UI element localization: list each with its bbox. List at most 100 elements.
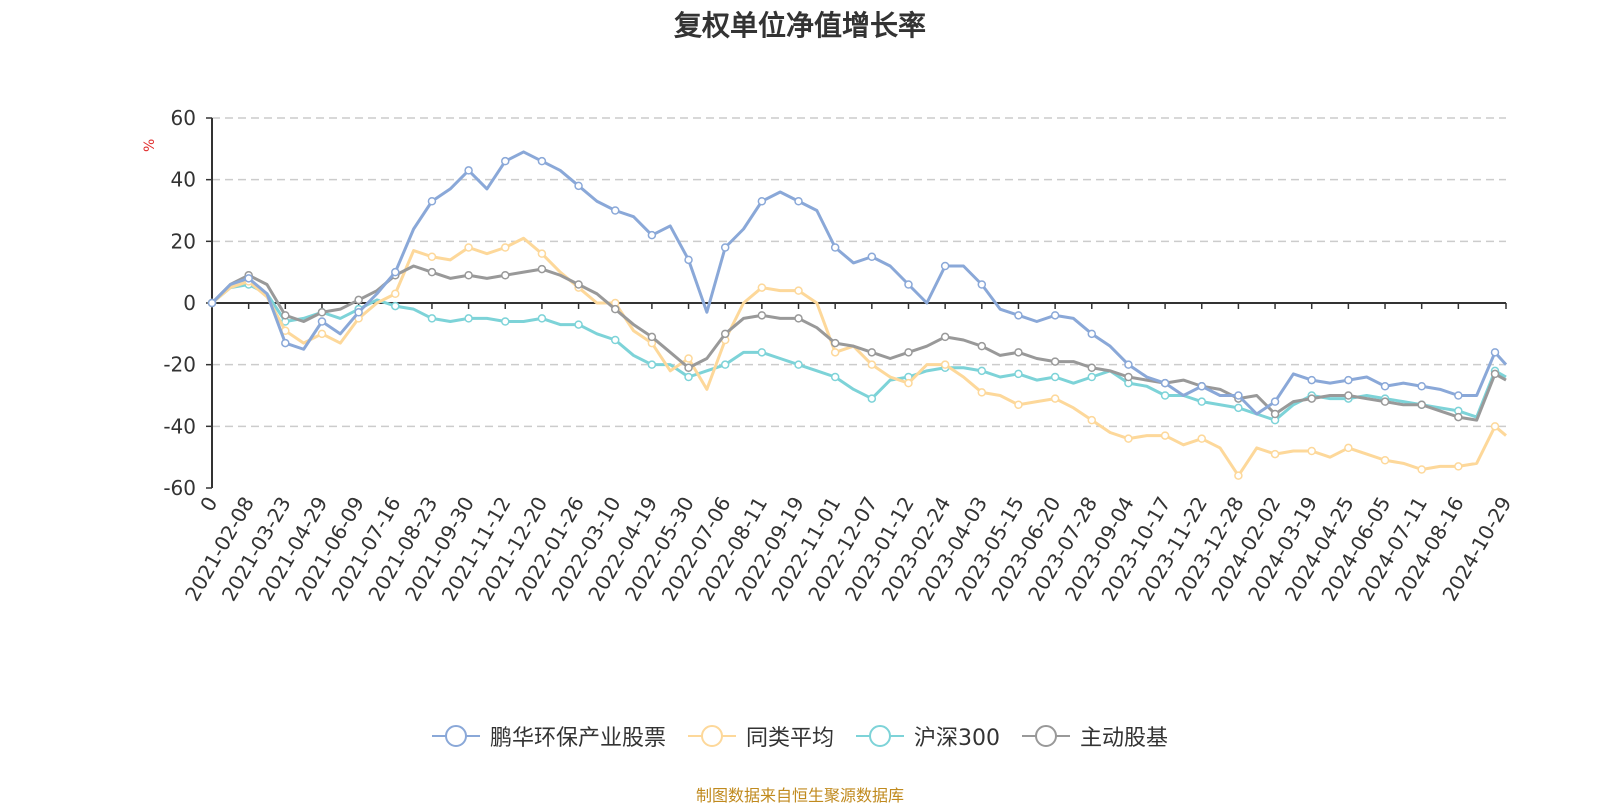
data-point	[1087, 363, 1097, 372]
data-point	[904, 280, 913, 289]
data-point	[317, 329, 327, 339]
data-point	[647, 360, 657, 369]
data-point	[794, 197, 803, 206]
legend-label: 同类平均	[745, 726, 834, 751]
data-point	[1344, 391, 1353, 400]
data-point	[684, 255, 693, 265]
data-point	[794, 314, 803, 323]
data-point	[1014, 400, 1023, 409]
data-point	[684, 363, 693, 372]
data-point	[1014, 311, 1023, 320]
data-point	[830, 243, 840, 252]
data-point	[940, 332, 950, 342]
series-lines	[207, 150, 1508, 480]
data-point	[1197, 382, 1206, 391]
data-point	[830, 372, 840, 382]
legend-label: 主动股基	[1080, 726, 1169, 751]
data-point	[1197, 434, 1206, 443]
data-point	[757, 348, 767, 357]
data-point	[1050, 311, 1060, 320]
legend-item[interactable]: 沪深300	[856, 720, 1000, 752]
line-chart: 60 40 20 0 -20 -40 -60 02021-02-082021-03-2320…	[163, 106, 1516, 606]
data-point	[1160, 391, 1170, 400]
data-point	[354, 295, 363, 305]
y-tick-label: -20	[163, 353, 196, 377]
legend-item[interactable]: 主动股基	[1022, 720, 1168, 752]
data-point	[610, 304, 620, 314]
y-tick-label: 40	[171, 168, 196, 192]
data-point	[830, 338, 840, 348]
legend-label: 鹏华环保产业股票	[489, 726, 666, 751]
data-point	[281, 311, 290, 320]
x-tick-labels: 02021-02-082021-03-232021-04-292021-06-0…	[180, 493, 1516, 606]
data-point	[391, 301, 400, 311]
data-point	[537, 249, 547, 258]
data-point	[537, 314, 547, 323]
data-point	[574, 280, 583, 289]
data-point	[427, 267, 437, 277]
data-point	[867, 394, 877, 403]
data-point	[501, 317, 510, 326]
data-point	[1307, 375, 1316, 385]
y-tick-label: -40	[163, 414, 196, 438]
data-point	[1454, 462, 1463, 471]
legend-marker-icon	[856, 725, 904, 747]
data-source-note: 制图数据来自恒生聚源数据库	[695, 786, 904, 805]
data-point	[977, 341, 987, 351]
series-line-1	[211, 236, 1507, 478]
legend-item[interactable]: 同类平均	[687, 720, 834, 752]
data-point	[757, 283, 767, 292]
data-point	[1270, 397, 1280, 406]
y-tick-label: 60	[171, 106, 196, 130]
data-point	[574, 181, 583, 191]
series-line-0	[210, 150, 1508, 416]
data-point	[1234, 403, 1243, 413]
data-point	[1417, 465, 1426, 474]
data-point	[1417, 382, 1426, 391]
data-point	[1417, 400, 1426, 409]
data-point	[1087, 372, 1097, 382]
y-tick-label: -60	[163, 476, 196, 500]
data-point	[940, 261, 950, 271]
data-point	[317, 317, 327, 326]
data-point	[1197, 397, 1206, 406]
data-point	[610, 206, 620, 215]
data-point	[391, 267, 400, 277]
data-point	[391, 289, 400, 298]
data-point	[977, 388, 987, 397]
legend-marker-icon	[1022, 725, 1070, 747]
data-point	[501, 156, 510, 166]
legend: 鹏华环保产业股票 同类平均 沪深300 主动股基	[0, 720, 1600, 752]
data-point	[1124, 434, 1133, 443]
data-point	[1124, 372, 1133, 382]
data-point	[1454, 412, 1463, 422]
data-point	[537, 156, 547, 166]
data-point	[1234, 391, 1243, 400]
data-point	[684, 372, 693, 382]
data-point	[1270, 409, 1280, 419]
data-point	[1160, 378, 1170, 388]
data-point	[720, 360, 730, 369]
data-point	[1050, 357, 1060, 366]
chart-title: 复权单位净值增长率	[673, 9, 926, 42]
data-point	[757, 311, 767, 320]
data-point	[354, 308, 363, 317]
data-point	[574, 320, 583, 329]
legend-marker-icon	[431, 725, 480, 747]
data-point	[281, 338, 290, 348]
data-point	[794, 360, 803, 369]
data-point	[1380, 397, 1390, 406]
data-point	[427, 252, 437, 261]
x-tick-label: 0	[195, 493, 222, 516]
data-point	[720, 329, 730, 339]
legend-item[interactable]: 鹏华环保产业股票	[431, 720, 666, 752]
data-point	[1234, 471, 1243, 480]
data-point	[464, 243, 473, 252]
data-point	[647, 230, 657, 240]
data-point	[501, 243, 510, 252]
data-point	[1160, 431, 1170, 440]
data-point	[427, 314, 437, 323]
data-point	[537, 264, 547, 274]
data-point	[794, 286, 803, 295]
data-point	[867, 360, 877, 369]
